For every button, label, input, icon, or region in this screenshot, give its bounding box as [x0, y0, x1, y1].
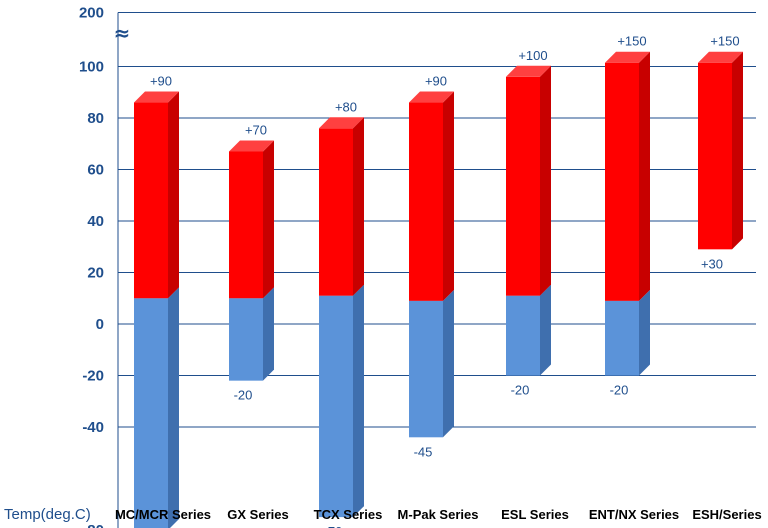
y-tick-label: 80 — [87, 110, 104, 127]
y-tick-label: -20 — [82, 368, 104, 385]
bar-lower-front — [506, 295, 540, 376]
bars — [134, 51, 743, 528]
y-tick-label: 60 — [87, 162, 104, 179]
max-temp-label: +150 — [617, 34, 646, 49]
bar-lower-side — [443, 289, 454, 438]
category-label: ESH/Series — [692, 507, 761, 522]
bar-upper-top — [605, 51, 650, 63]
bar-upper-top — [698, 51, 743, 63]
bar-upper — [605, 51, 650, 301]
axis-break-symbol: ≈ — [114, 21, 131, 45]
category-labels: MC/MCR Series GX Series TCX Series M-Pak Se… — [115, 507, 762, 522]
bar-lower-side — [263, 287, 274, 381]
min-temp-label: -20 — [511, 383, 530, 398]
category-label: ESL Series — [501, 507, 569, 522]
bar-upper-top — [134, 91, 179, 103]
max-temp-label: +70 — [245, 122, 267, 137]
y-axis-label: Temp(deg.C) — [4, 506, 91, 523]
bar-lower-front — [605, 300, 639, 376]
data-labels: +90-80+70-20+80-70+90-45+100-20+150-20+1… — [150, 34, 740, 528]
max-temp-label: +90 — [425, 74, 447, 89]
bar-upper — [506, 65, 551, 296]
bar-lower-front — [134, 298, 168, 528]
bar-upper-front — [319, 128, 353, 296]
y-tick-label: 40 — [87, 213, 104, 230]
bar-lower-front — [229, 298, 263, 381]
bar-upper-front — [409, 102, 443, 301]
max-temp-label: +90 — [150, 74, 172, 89]
bar-upper-front — [134, 102, 168, 299]
bar-upper-front — [229, 151, 263, 299]
y-tick-label: 100 — [79, 59, 104, 76]
bar-lower — [605, 289, 650, 376]
category-label: M-Pak Series — [398, 507, 479, 522]
category-label: GX Series — [227, 507, 288, 522]
bar-upper-side — [639, 51, 650, 301]
min-temp-label: -45 — [414, 444, 433, 459]
category-label: ENT/NX Series — [589, 507, 679, 522]
bar-upper-front — [605, 62, 639, 301]
bar-upper-side — [168, 91, 179, 299]
y-tick-label: 200 — [79, 5, 104, 22]
min-temp-label: -20 — [234, 388, 253, 403]
bar-lower-side — [168, 287, 179, 528]
bar-upper-side — [540, 65, 551, 296]
y-tick-label: 0 — [96, 316, 104, 333]
max-temp-label: +100 — [518, 48, 547, 63]
y-tick-label: -40 — [82, 419, 104, 436]
bar-upper — [134, 91, 179, 299]
bar-lower-front — [319, 295, 353, 518]
bar-lower — [229, 287, 274, 381]
y-tick-label: -80 — [82, 522, 104, 528]
bar-upper-top — [409, 91, 454, 103]
bar-lower — [409, 289, 454, 438]
category-label: TCX Series — [314, 507, 383, 522]
bar-upper-side — [263, 140, 274, 299]
bar-upper-side — [353, 117, 364, 296]
bar-lower-front — [409, 300, 443, 438]
min-temp-label: -20 — [610, 383, 629, 398]
bar-upper-top — [506, 65, 551, 77]
bar-upper-front — [698, 62, 732, 250]
bar-upper — [319, 117, 364, 296]
bar-upper — [698, 51, 743, 250]
bar-lower — [319, 284, 364, 518]
bar-upper-top — [319, 117, 364, 129]
max-temp-label: +150 — [710, 34, 739, 49]
min-temp-label: -70 — [324, 524, 343, 528]
bar-upper-side — [443, 91, 454, 301]
bar-lower-side — [639, 289, 650, 376]
bar-upper — [409, 91, 454, 301]
min-temp-label: +30 — [701, 256, 723, 271]
bar-upper-side — [732, 51, 743, 250]
max-temp-label: +80 — [335, 99, 357, 114]
bar-lower-side — [540, 284, 551, 376]
bar-upper — [229, 140, 274, 299]
bar-upper-top — [229, 140, 274, 152]
bar-lower-side — [353, 284, 364, 518]
y-tick-label: 20 — [87, 265, 104, 282]
category-label: MC/MCR Series — [115, 507, 211, 522]
bar-lower — [506, 284, 551, 376]
bar-lower — [134, 287, 179, 528]
bar-upper-front — [506, 76, 540, 296]
